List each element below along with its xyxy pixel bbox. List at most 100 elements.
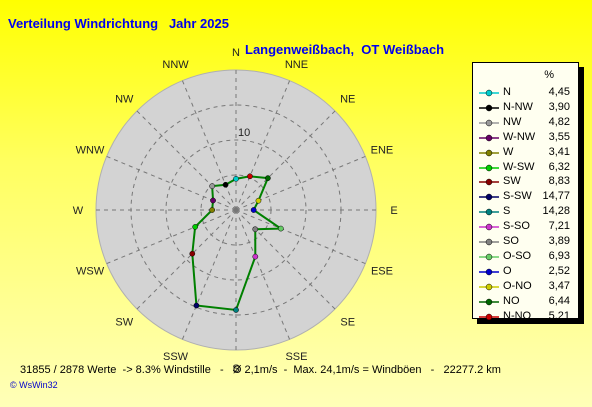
- legend-value: 3,47: [548, 279, 570, 292]
- direction-label-n: N: [232, 47, 240, 59]
- direction-label-sse: SSE: [285, 351, 307, 363]
- direction-label-nne: NNE: [285, 59, 308, 71]
- legend-label: O: [503, 264, 512, 277]
- legend-swatch: [479, 253, 499, 261]
- legend-label: NO: [503, 294, 520, 307]
- legend-item-nw: NW 4,82: [473, 115, 578, 130]
- point-so: [252, 226, 259, 233]
- point-s-so: [252, 253, 259, 260]
- direction-label-ene: ENE: [371, 145, 394, 157]
- point-n-no: [247, 173, 253, 180]
- direction-label-w: W: [73, 205, 84, 217]
- legend-item-s-sw: S-SW 14,77: [473, 189, 578, 204]
- legend-swatch: [479, 194, 499, 201]
- direction-label-nnw: NNW: [162, 59, 189, 71]
- legend-label: SW: [503, 175, 521, 188]
- legend-item-s-so: S-SO 7,21: [473, 219, 578, 234]
- legend-swatch: [479, 223, 499, 231]
- legend-label: S: [503, 205, 511, 218]
- point-n-nw: [222, 181, 229, 188]
- legend-label: N: [503, 86, 511, 98]
- legend-swatch: [479, 104, 499, 112]
- legend-value: 3,55: [548, 130, 570, 143]
- legend-item-o-so: O-SO 6,93: [473, 249, 578, 264]
- direction-label-e: E: [390, 205, 397, 217]
- point-o-so: [277, 225, 284, 232]
- legend-swatch: [479, 208, 499, 216]
- point-s: [233, 307, 239, 313]
- direction-label-sw: SW: [115, 317, 133, 329]
- point-no: [265, 175, 271, 181]
- legend-value: 2,52: [548, 264, 570, 277]
- credit: © WsWin32: [10, 380, 58, 390]
- legend-item-n: N 4,45: [473, 85, 578, 100]
- legend-label: W-SW: [503, 160, 535, 173]
- legend-value: 6,93: [548, 249, 570, 262]
- legend-swatch: [479, 238, 499, 246]
- point-s-sw: [193, 302, 200, 309]
- legend-item-o: O 2,52: [473, 264, 578, 279]
- point-o-no: [255, 197, 262, 204]
- legend-value: 3,41: [548, 145, 570, 158]
- legend-value: 7,21: [548, 220, 570, 233]
- direction-label-wnw: WNW: [76, 145, 105, 157]
- legend-swatch: [479, 134, 499, 141]
- legend-label: N-NO: [503, 309, 532, 322]
- direction-label-ese: ESE: [371, 265, 393, 277]
- legend-item-s: S 14,28: [473, 204, 578, 219]
- legend-swatch: [479, 268, 499, 276]
- legend-swatch: [479, 283, 499, 290]
- direction-label-se: SE: [340, 317, 355, 329]
- legend-label: O-NO: [503, 279, 532, 292]
- legend-swatch: [479, 149, 499, 156]
- legend: % N 4,45 N-NW 3,90 NW 4,82 W-NW 3,55 W 3,41 W-SW 6,…: [472, 62, 579, 322]
- chart-title: Verteilung Windrichtung Jahr 2025: [8, 16, 229, 31]
- legend-label: SO: [503, 235, 519, 247]
- point-w: [209, 207, 215, 213]
- legend-value: 6,44: [548, 294, 570, 307]
- direction-label-ssw: SSW: [163, 351, 189, 363]
- legend-swatch: [479, 298, 499, 305]
- ring-10: [165, 139, 307, 281]
- legend-label: W-NW: [503, 130, 536, 143]
- point-sw: [189, 250, 196, 257]
- legend-value: 14,28: [542, 205, 570, 218]
- legend-value: 14,77: [542, 190, 570, 203]
- legend-swatch: [479, 119, 499, 127]
- direction-label-wsw: WSW: [76, 265, 105, 277]
- legend-value: 5,21: [548, 309, 570, 322]
- legend-swatch: [479, 89, 499, 97]
- legend-label: NW: [503, 115, 522, 128]
- legend-swatch: [479, 313, 499, 320]
- legend-label: S-SO: [503, 220, 530, 233]
- footer-stats: 31855 / 2878 Werte -> 8.3% Windstille - …: [20, 364, 501, 376]
- legend-label: O-SO: [503, 249, 532, 262]
- legend-item-w-sw: W-SW 6,32: [473, 160, 578, 175]
- legend-value: 3,90: [548, 100, 570, 113]
- point-n: [233, 176, 239, 182]
- legend-swatch: [479, 179, 499, 186]
- legend-header: %: [544, 69, 554, 81]
- legend-item-sw: SW 8,83: [473, 174, 578, 189]
- legend-item-so: SO 3,89: [473, 234, 578, 249]
- point-w-nw: [210, 197, 216, 204]
- point-o: [250, 207, 257, 213]
- legend-value: 8,83: [548, 175, 570, 188]
- ring-value-label: 10: [238, 127, 250, 139]
- legend-swatch: [479, 164, 499, 171]
- legend-label: S-SW: [503, 190, 532, 203]
- legend-value: 4,45: [548, 86, 570, 98]
- point-w-sw: [192, 224, 198, 230]
- chart-subtitle: Langenweißbach, OT Weißbach: [245, 42, 445, 57]
- direction-label-nw: NW: [115, 93, 134, 105]
- direction-label-s: S: [232, 363, 239, 375]
- legend-value: 4,82: [548, 115, 570, 128]
- direction-label-ne: NE: [340, 93, 355, 105]
- legend-value: 6,32: [548, 160, 570, 173]
- legend-label: N-NW: [503, 100, 533, 113]
- legend-item-n-no: N-NO 5,21: [473, 309, 578, 324]
- legend-item-o-no: O-NO 3,47: [473, 279, 578, 294]
- legend-item-w: W 3,41: [473, 145, 578, 160]
- legend-value: 3,89: [548, 235, 570, 247]
